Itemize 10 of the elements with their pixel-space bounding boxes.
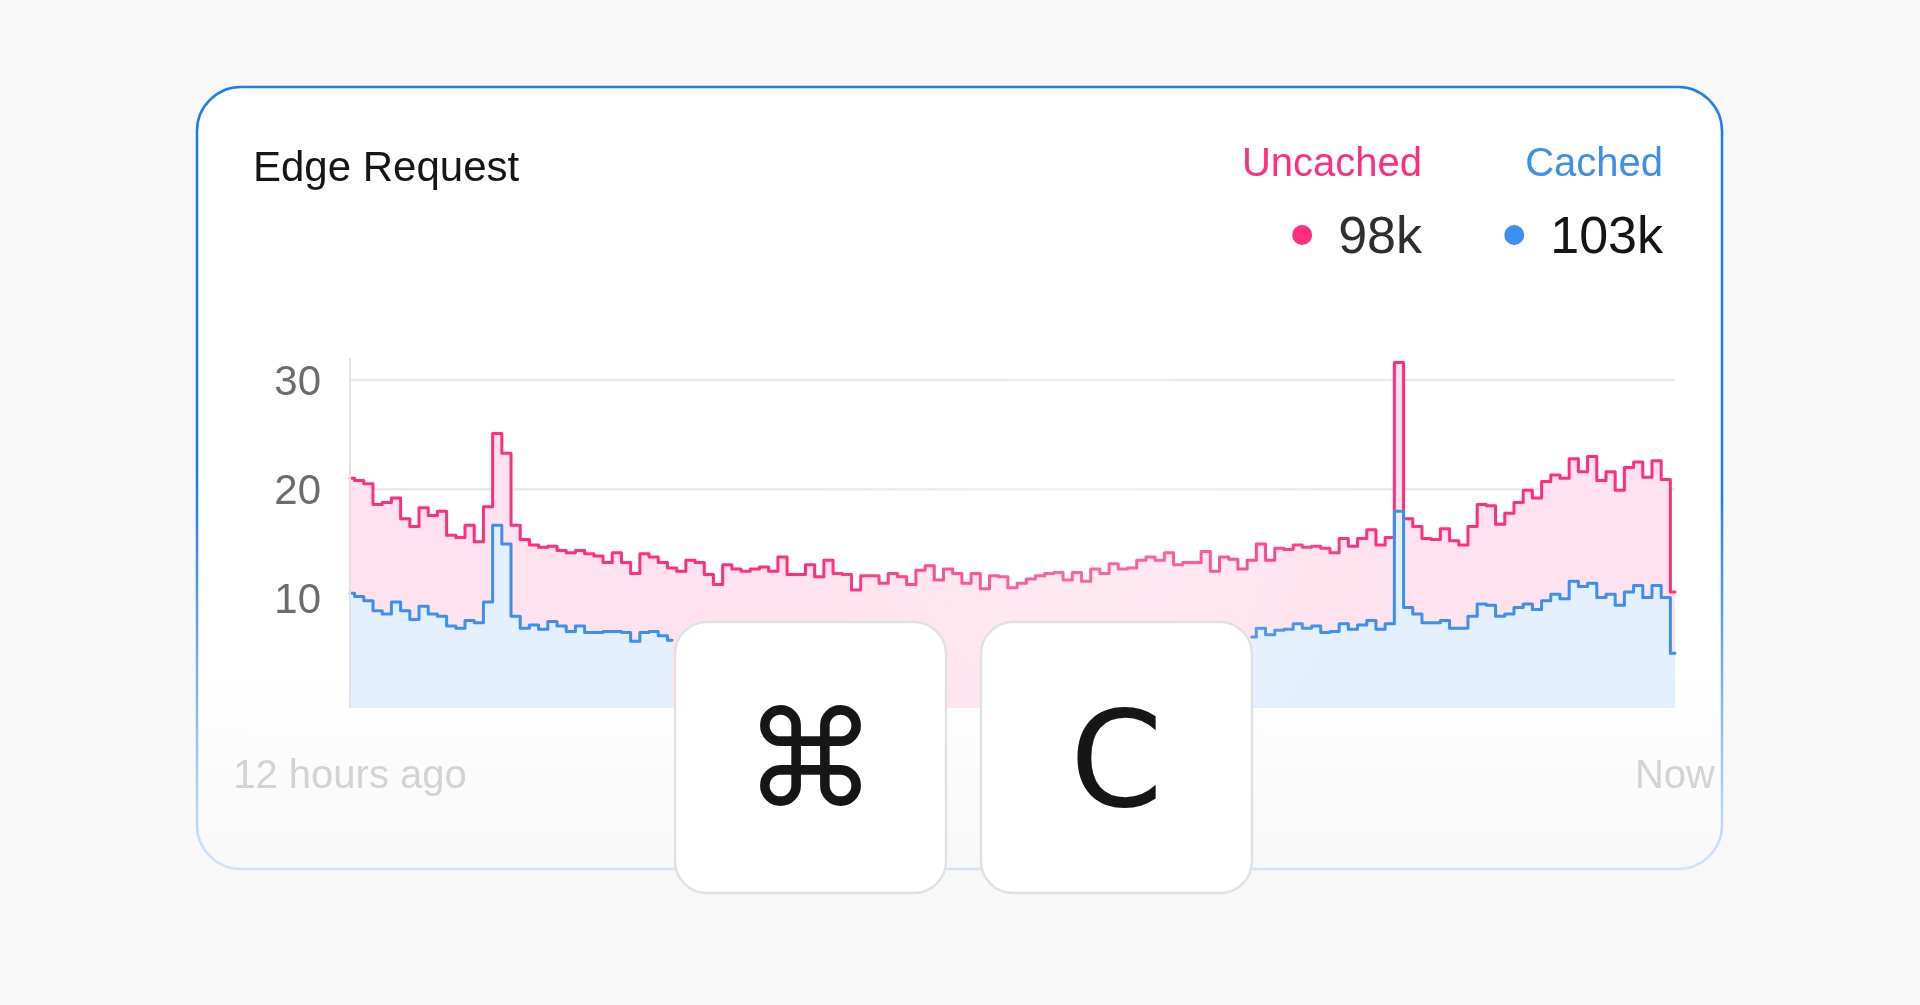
annotation: C xyxy=(1070,682,1163,837)
text: Cached xyxy=(1525,140,1663,184)
y-tick-label: 10 xyxy=(274,575,321,623)
text: Uncached xyxy=(1241,140,1422,184)
y-tick-label: 30 xyxy=(274,356,321,404)
chart-title: Edge Request xyxy=(253,143,520,190)
text: 103k xyxy=(1550,206,1664,264)
text: 98k xyxy=(1338,206,1423,264)
y-tick-label: 20 xyxy=(274,465,321,513)
annotation: ⌘ xyxy=(744,682,877,837)
